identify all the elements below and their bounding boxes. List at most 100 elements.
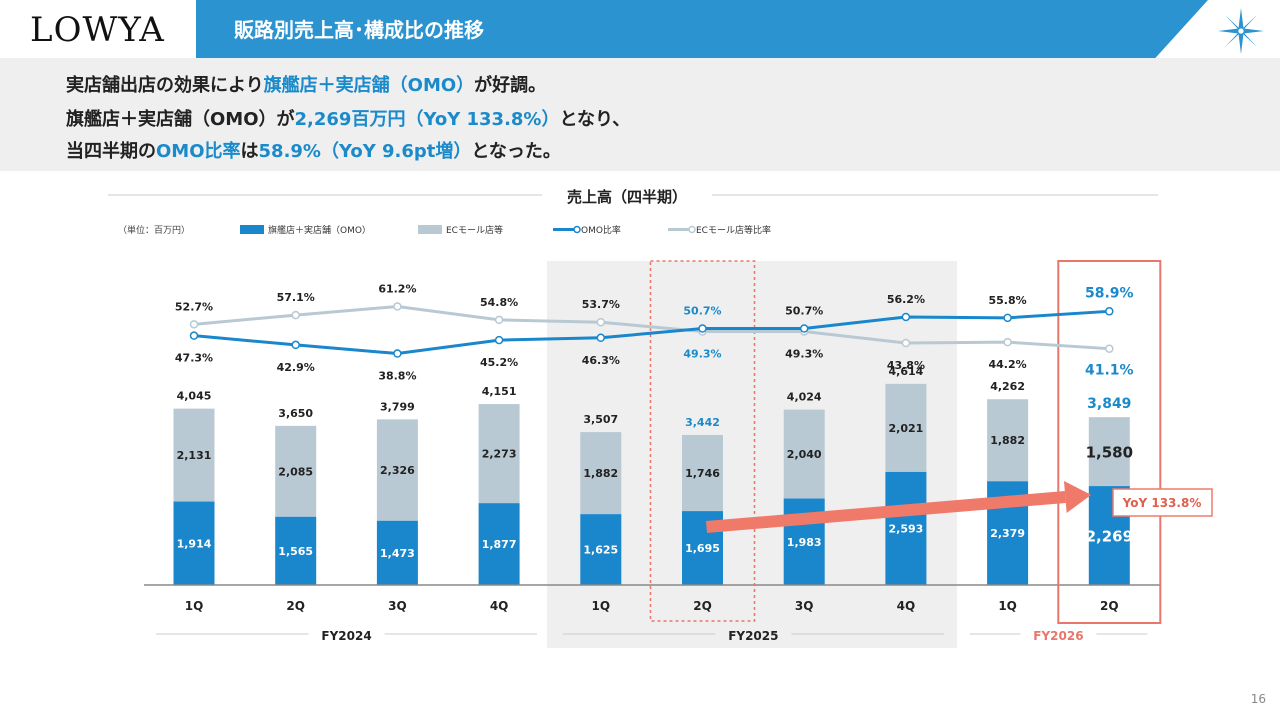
summary-text: は [240, 141, 259, 162]
point-ec-ratio [1003, 337, 1012, 347]
legend-label: OMO比率 [581, 224, 621, 236]
bar-omo [478, 503, 520, 585]
x-tick-label: 3Q [795, 599, 814, 613]
legend-label: ECモール店等 [446, 224, 503, 236]
point-ec-ratio [1105, 344, 1114, 353]
x-tick-label: 1Q [185, 599, 204, 613]
bar-label-omo: 1,914 [177, 537, 212, 550]
point-omo-ratio [494, 335, 504, 345]
label-ec-ratio: 52.7% [175, 300, 213, 313]
label-omo-ratio: 50.7% [785, 305, 823, 318]
bar-label-omo: 1,983 [787, 536, 822, 549]
bar-label-omo: 1,565 [278, 545, 313, 558]
bar-ec [478, 404, 520, 504]
page-title: 販路別売上高･構成比の推移 [234, 18, 484, 42]
point-ec-ratio [291, 310, 300, 320]
x-tick-label: 1Q [998, 599, 1017, 613]
bar-label-omo: 1,625 [583, 544, 618, 557]
bar-label-omo: 2,269 [1086, 528, 1133, 546]
label-ec-ratio: 54.8% [480, 296, 518, 309]
point-omo-ratio [596, 333, 606, 343]
chart-title: 売上高（四半期） [567, 188, 687, 206]
bar-label-total: 3,442 [685, 416, 720, 429]
label-ec-ratio: 44.2% [989, 358, 1027, 371]
bar-label-ec: 2,326 [380, 464, 415, 477]
label-omo-ratio: 50.7% [683, 305, 721, 318]
bar-label-omo: 1,473 [380, 547, 415, 560]
point-omo-ratio [698, 324, 707, 333]
bar-ec [173, 408, 215, 502]
bar-label-ec: 2,040 [787, 448, 822, 461]
summary-highlight: 58.9%（YoY 9.6pt増） [258, 141, 472, 162]
summary-line-1: 実店舗出店の効果により旗艦店＋実店舗（OMO）が好調。 [66, 71, 546, 97]
summary-highlight: 旗艦店＋実店舗（OMO） [263, 75, 475, 96]
fy-label: FY2024 [321, 629, 371, 643]
bar-ec [275, 425, 317, 517]
x-tick-label: 4Q [490, 599, 509, 613]
label-omo-ratio: 58.9% [1085, 285, 1134, 301]
bar-label-total: 3,849 [1087, 396, 1131, 412]
bar-omo [173, 501, 215, 585]
label-omo-ratio: 42.9% [277, 361, 315, 374]
yoy-arrow-shaft [706, 491, 1066, 533]
x-tick-label: 1Q [592, 599, 611, 613]
bar-label-ec: 1,580 [1086, 444, 1133, 462]
point-ec-ratio [901, 338, 911, 348]
point-omo-ratio [291, 340, 300, 350]
summary-line-3: 当四半期のOMO比率は58.9%（YoY 9.6pt増）となった。 [66, 137, 561, 163]
label-omo-ratio: 47.3% [175, 352, 213, 365]
label-ec-ratio: 41.1% [1085, 363, 1134, 379]
bar-label-ec: 1,746 [685, 467, 720, 480]
yoy-arrow-head [1063, 481, 1092, 513]
bar-omo [580, 514, 622, 585]
compass-star-icon [1218, 8, 1264, 54]
page-number: 16 [1250, 692, 1266, 706]
bar-label-total: 4,151 [482, 385, 517, 398]
legend-marker [688, 225, 696, 234]
label-ec-ratio: 49.3% [683, 347, 721, 360]
x-tick-label: 2Q [693, 599, 712, 613]
point-ec-ratio [189, 320, 199, 329]
bar-label-omo: 2,593 [889, 522, 924, 535]
summary-text: 旗艦店＋実店舗（OMO）が [66, 109, 295, 130]
summary-line-2: 旗艦店＋実店舗（OMO）が2,269百万円（YoY 133.8%）となり、 [66, 105, 630, 131]
bar-label-omo: 1,695 [685, 542, 720, 555]
bar-label-total: 4,045 [177, 390, 212, 403]
point-omo-ratio [1003, 313, 1012, 323]
bar-ec [885, 383, 927, 472]
bar-label-omo: 1,877 [482, 538, 517, 551]
bar-label-ec: 1,882 [583, 467, 618, 480]
label-omo-ratio: 55.8% [989, 294, 1027, 307]
summary-highlight: 2,269百万円（YoY 133.8%） [294, 109, 560, 130]
point-omo-ratio [1105, 307, 1114, 316]
header-bar [196, 0, 1208, 58]
yoy-badge-text: YoY 133.8% [1122, 496, 1202, 510]
label-omo-ratio: 38.8% [378, 370, 416, 383]
label-omo-ratio: 46.3% [582, 354, 620, 367]
yoy-badge [1112, 488, 1213, 517]
bar-ec [987, 399, 1029, 482]
bar-label-total: 3,507 [583, 413, 618, 426]
fy-label: FY2026 [1033, 629, 1083, 643]
summary-text: 当四半期の [66, 141, 156, 162]
highlight-box-prior [649, 260, 756, 622]
x-tick-label: 3Q [388, 599, 407, 613]
unit-label: （単位：百万円） [118, 224, 190, 236]
point-ec-ratio [596, 317, 606, 327]
bar-label-total: 4,614 [889, 365, 924, 378]
bar-label-ec: 2,085 [278, 465, 313, 478]
point-omo-ratio [393, 349, 402, 358]
label-ec-ratio: 53.7% [582, 298, 620, 311]
bar-ec [1088, 417, 1130, 487]
bar-omo [376, 520, 418, 585]
bar-label-ec: 1,882 [990, 434, 1025, 447]
point-omo-ratio [901, 312, 911, 322]
x-tick-label: 2Q [1100, 599, 1119, 613]
bar-omo [275, 516, 317, 585]
line-ec-ratio [193, 304, 1110, 351]
fy-label: FY2025 [728, 629, 778, 643]
x-tick-label: 2Q [286, 599, 305, 613]
label-ec-ratio: 57.1% [277, 291, 315, 304]
summary-text: となり、 [559, 109, 631, 130]
label-ec-ratio: 49.3% [785, 347, 823, 360]
